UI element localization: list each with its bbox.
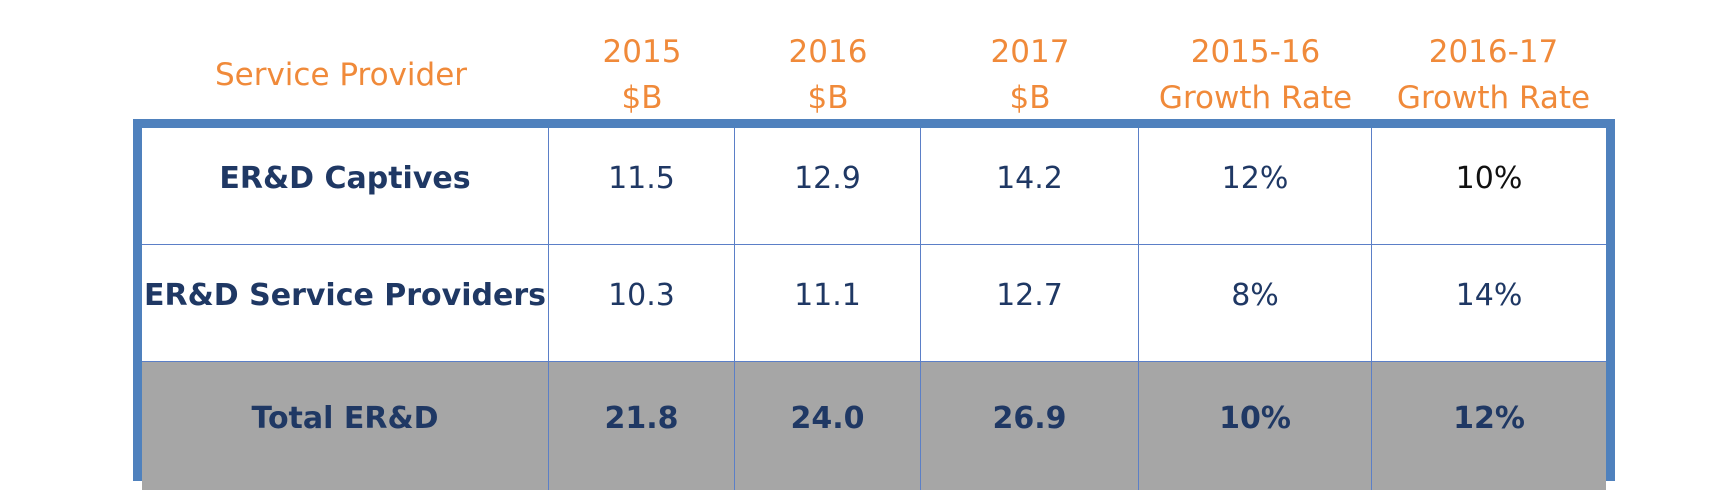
header-line: $B — [807, 80, 849, 116]
data-table: ER&D Captives 11.5 12.9 14.2 12% 10% ER&… — [133, 119, 1615, 490]
table-row-total-erd: Total ER&D 21.8 24.0 26.9 10% 12% — [142, 362, 1606, 490]
growth-2015-16: 8% — [1139, 245, 1372, 361]
header-line: 2017 — [990, 34, 1070, 70]
value-2016: 11.1 — [735, 245, 921, 361]
header-line: Growth Rate — [1158, 80, 1353, 116]
growth-2016-17: 14% — [1455, 277, 1523, 313]
row-label: ER&D Service Providers — [142, 245, 549, 361]
growth-2016-17: 12% — [1453, 400, 1525, 436]
value-2017: 14.2 — [921, 128, 1139, 244]
header-line: 2016-17 — [1428, 34, 1559, 70]
row-label: Total ER&D — [142, 362, 549, 490]
growth-2016-17: 10% — [1455, 160, 1523, 196]
value-2015: 11.5 — [549, 128, 735, 244]
column-header-growth-2015-16: 2015-16 Growth Rate — [1139, 30, 1372, 120]
value-2016: 12.9 — [735, 128, 921, 244]
column-header-service-provider: Service Provider — [133, 30, 549, 120]
row-label: ER&D Captives — [142, 128, 549, 244]
header-line: Growth Rate — [1396, 80, 1591, 116]
growth-2015-16: 12% — [1139, 128, 1372, 244]
column-header-2015: 2015 $B — [549, 30, 735, 120]
header-line: $B — [621, 80, 663, 116]
column-header-growth-2016-17: 2016-17 Growth Rate — [1372, 30, 1615, 120]
column-header-2016: 2016 $B — [735, 30, 921, 120]
header-line: $B — [1009, 80, 1051, 116]
table-header: Service Provider 2015 $B 2016 $B 2017 $B… — [0, 0, 1724, 120]
table-row-erd-service-providers: ER&D Service Providers 10.3 11.1 12.7 8%… — [142, 245, 1606, 362]
header-line: 2016 — [788, 34, 868, 70]
header-line: 2015-16 — [1190, 34, 1321, 70]
value-2017: 12.7 — [921, 245, 1139, 361]
table-row-erd-captives: ER&D Captives 11.5 12.9 14.2 12% 10% — [142, 128, 1606, 245]
value-2017: 26.9 — [921, 362, 1139, 490]
header-line: 2015 — [602, 34, 682, 70]
column-header-2017: 2017 $B — [921, 30, 1139, 120]
growth-2015-16: 10% — [1139, 362, 1372, 490]
value-2015: 10.3 — [549, 245, 735, 361]
value-2015: 21.8 — [549, 362, 735, 490]
header-line: Service Provider — [214, 57, 468, 93]
value-2016: 24.0 — [735, 362, 921, 490]
